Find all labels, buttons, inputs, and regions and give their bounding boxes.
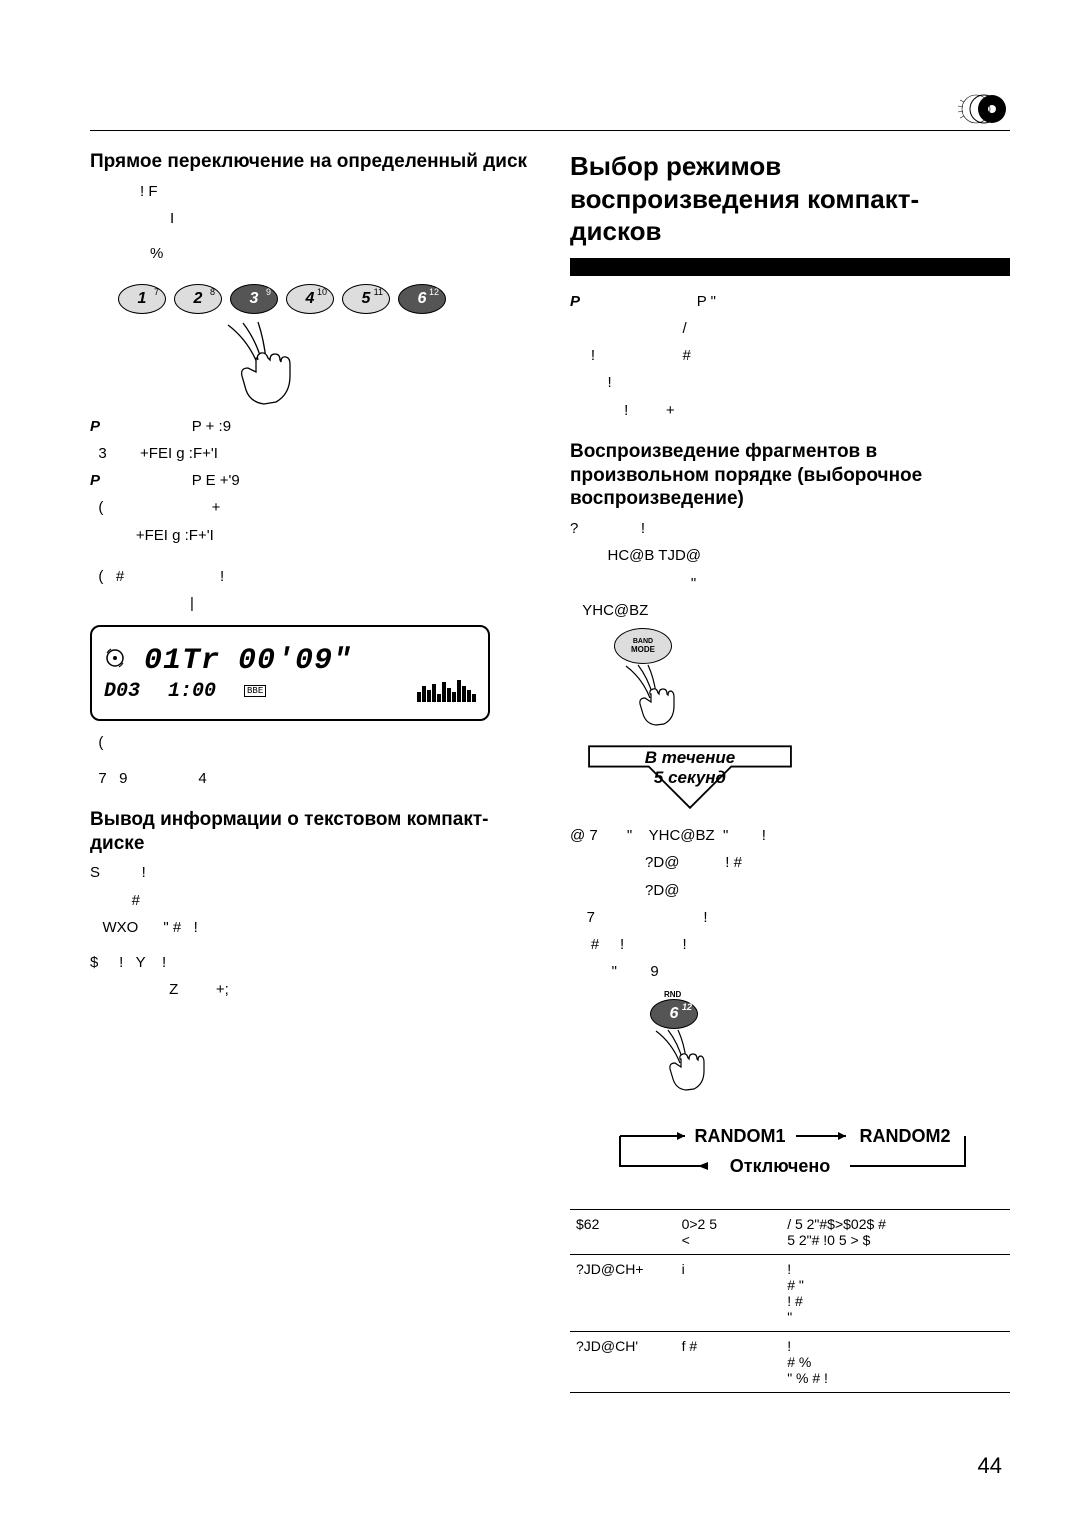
cd-icon xyxy=(958,92,1008,131)
text: @ 7 " YHC@BZ " ! xyxy=(570,824,1010,847)
text: " xyxy=(570,572,1010,595)
left-column: Прямое переключение на определенный диск… xyxy=(90,150,530,1393)
text: ( # ! xyxy=(90,565,530,588)
text: $ ! Y ! xyxy=(90,951,530,974)
text: / xyxy=(570,317,1010,340)
disc-number-button[interactable]: 612 xyxy=(398,284,446,314)
hand-pointer-icon xyxy=(208,320,530,415)
table-row: ?JD@CH+i ! # " ! # " xyxy=(570,1254,1010,1331)
text: ?D@ xyxy=(570,879,1010,902)
random1-label: RANDOM1 xyxy=(694,1126,785,1146)
table-header-row: $62 0>2 5< / 5 2"#$>$02$ #5 2"# !0 5 > $ xyxy=(570,1209,1010,1254)
lcd-display: 01Tr 00'09" D03 1:00 BBE xyxy=(90,625,490,721)
text: P P E +'9 xyxy=(90,469,530,492)
disc-number-button[interactable]: 28 xyxy=(174,284,222,314)
text: ! # xyxy=(570,344,1010,367)
text: P P " xyxy=(570,290,1010,313)
text: HC@B TJD@ xyxy=(570,544,1010,567)
random2-label: RANDOM2 xyxy=(859,1126,950,1146)
table-row: ?JD@CH'f # ! # % " % # ! xyxy=(570,1331,1010,1392)
text: ! F xyxy=(140,180,530,203)
mode-button-label: MODE xyxy=(631,645,655,654)
random-mode-diagram: RANDOM1 RANDOM2 Отключено xyxy=(580,1116,1010,1191)
lcd-clock: 1:00 xyxy=(168,680,216,703)
off-label: Отключено xyxy=(730,1156,831,1176)
table-cell: ! # % " % # ! xyxy=(781,1331,1010,1392)
text: WXO " # ! xyxy=(90,916,530,939)
modes-table: $62 0>2 5< / 5 2"#$>$02$ #5 2"# !0 5 > $… xyxy=(570,1209,1010,1393)
table-header: 0>2 5< xyxy=(676,1209,782,1254)
rnd-label: RND xyxy=(664,990,1010,999)
text: YHC@BZ xyxy=(570,599,1010,622)
text: ! xyxy=(570,371,1010,394)
text: P E +'9 xyxy=(192,472,240,489)
text: S ! xyxy=(90,861,530,884)
bbe-icon: BBE xyxy=(244,685,266,697)
lcd-time: 00'09" xyxy=(238,644,352,678)
text: P P + :9 xyxy=(90,415,530,438)
text: 7 ! xyxy=(570,906,1010,929)
disc-number-row: 17 28 39 410 511 612 xyxy=(118,284,530,314)
text: % xyxy=(150,242,530,265)
text: I xyxy=(170,207,530,230)
rnd-button-illustration: RND 6 12 xyxy=(650,990,1010,1098)
table-header: / 5 2"#$>$02$ #5 2"# !0 5 > $ xyxy=(781,1209,1010,1254)
text: ?D@ ! # xyxy=(570,851,1010,874)
mode-button[interactable]: BAND MODE xyxy=(614,628,672,664)
text: # ! ! xyxy=(570,933,1010,956)
text: # xyxy=(90,889,530,912)
disc-number-button[interactable]: 39 xyxy=(230,284,278,314)
rnd-button-num: 6 xyxy=(670,1005,679,1023)
rnd-button-sm: 12 xyxy=(682,1002,692,1012)
table-cell: f # xyxy=(676,1331,782,1392)
table-cell: ! # " ! # " xyxy=(781,1254,1010,1331)
disc-number-button[interactable]: 410 xyxy=(286,284,334,314)
disc-number-button[interactable]: 511 xyxy=(342,284,390,314)
heading-playback-modes: Выбор режимов воспроизведения компакт-ди… xyxy=(570,150,1010,248)
lcd-disc-num: D03 xyxy=(104,680,140,703)
right-column: Выбор режимов воспроизведения компакт-ди… xyxy=(570,150,1010,1393)
table-header: $62 xyxy=(570,1209,676,1254)
lcd-track: 01Tr xyxy=(144,644,220,678)
mode-button-top-label: BAND xyxy=(633,638,653,645)
text: 3 +FEI g :F+'I xyxy=(90,442,530,465)
text: | xyxy=(190,592,530,615)
heading-random-playback: Воспроизведение фрагментов в произвольно… xyxy=(570,440,1010,511)
rnd-button[interactable]: 6 12 xyxy=(650,999,698,1029)
text: P + :9 xyxy=(192,418,231,435)
table-cell: i xyxy=(676,1254,782,1331)
text: ? ! xyxy=(570,517,1010,540)
text: " 9 xyxy=(570,960,1010,983)
text: P " xyxy=(697,293,716,310)
text: ( xyxy=(90,731,530,754)
hand-pointer-icon xyxy=(644,1029,1010,1098)
page-number: 44 xyxy=(978,1453,1002,1479)
disc-number-button[interactable]: 17 xyxy=(118,284,166,314)
text: +FEI g :F+'I xyxy=(90,524,530,547)
header-rule xyxy=(90,130,1010,131)
text: Z +; xyxy=(90,978,530,1001)
text: 7 9 4 xyxy=(90,767,530,790)
heading-direct-disc: Прямое переключение на определенный диск xyxy=(90,150,530,174)
arrow-label-line1: В течение xyxy=(570,748,810,768)
black-bar xyxy=(570,258,1010,276)
lcd-equalizer xyxy=(417,680,476,702)
text: ( + xyxy=(90,496,530,519)
table-cell: ?JD@CH' xyxy=(570,1331,676,1392)
cd-rotate-icon xyxy=(104,647,126,674)
arrow-label-line2: 5 секунд xyxy=(570,768,810,788)
table-cell: ?JD@CH+ xyxy=(570,1254,676,1331)
heading-text-info: Вывод информации о текстовом компакт-дис… xyxy=(90,808,530,856)
hand-pointer-icon xyxy=(614,664,694,733)
mode-button-illustration: BAND MODE xyxy=(614,628,1010,733)
text: ! + xyxy=(570,399,1010,422)
